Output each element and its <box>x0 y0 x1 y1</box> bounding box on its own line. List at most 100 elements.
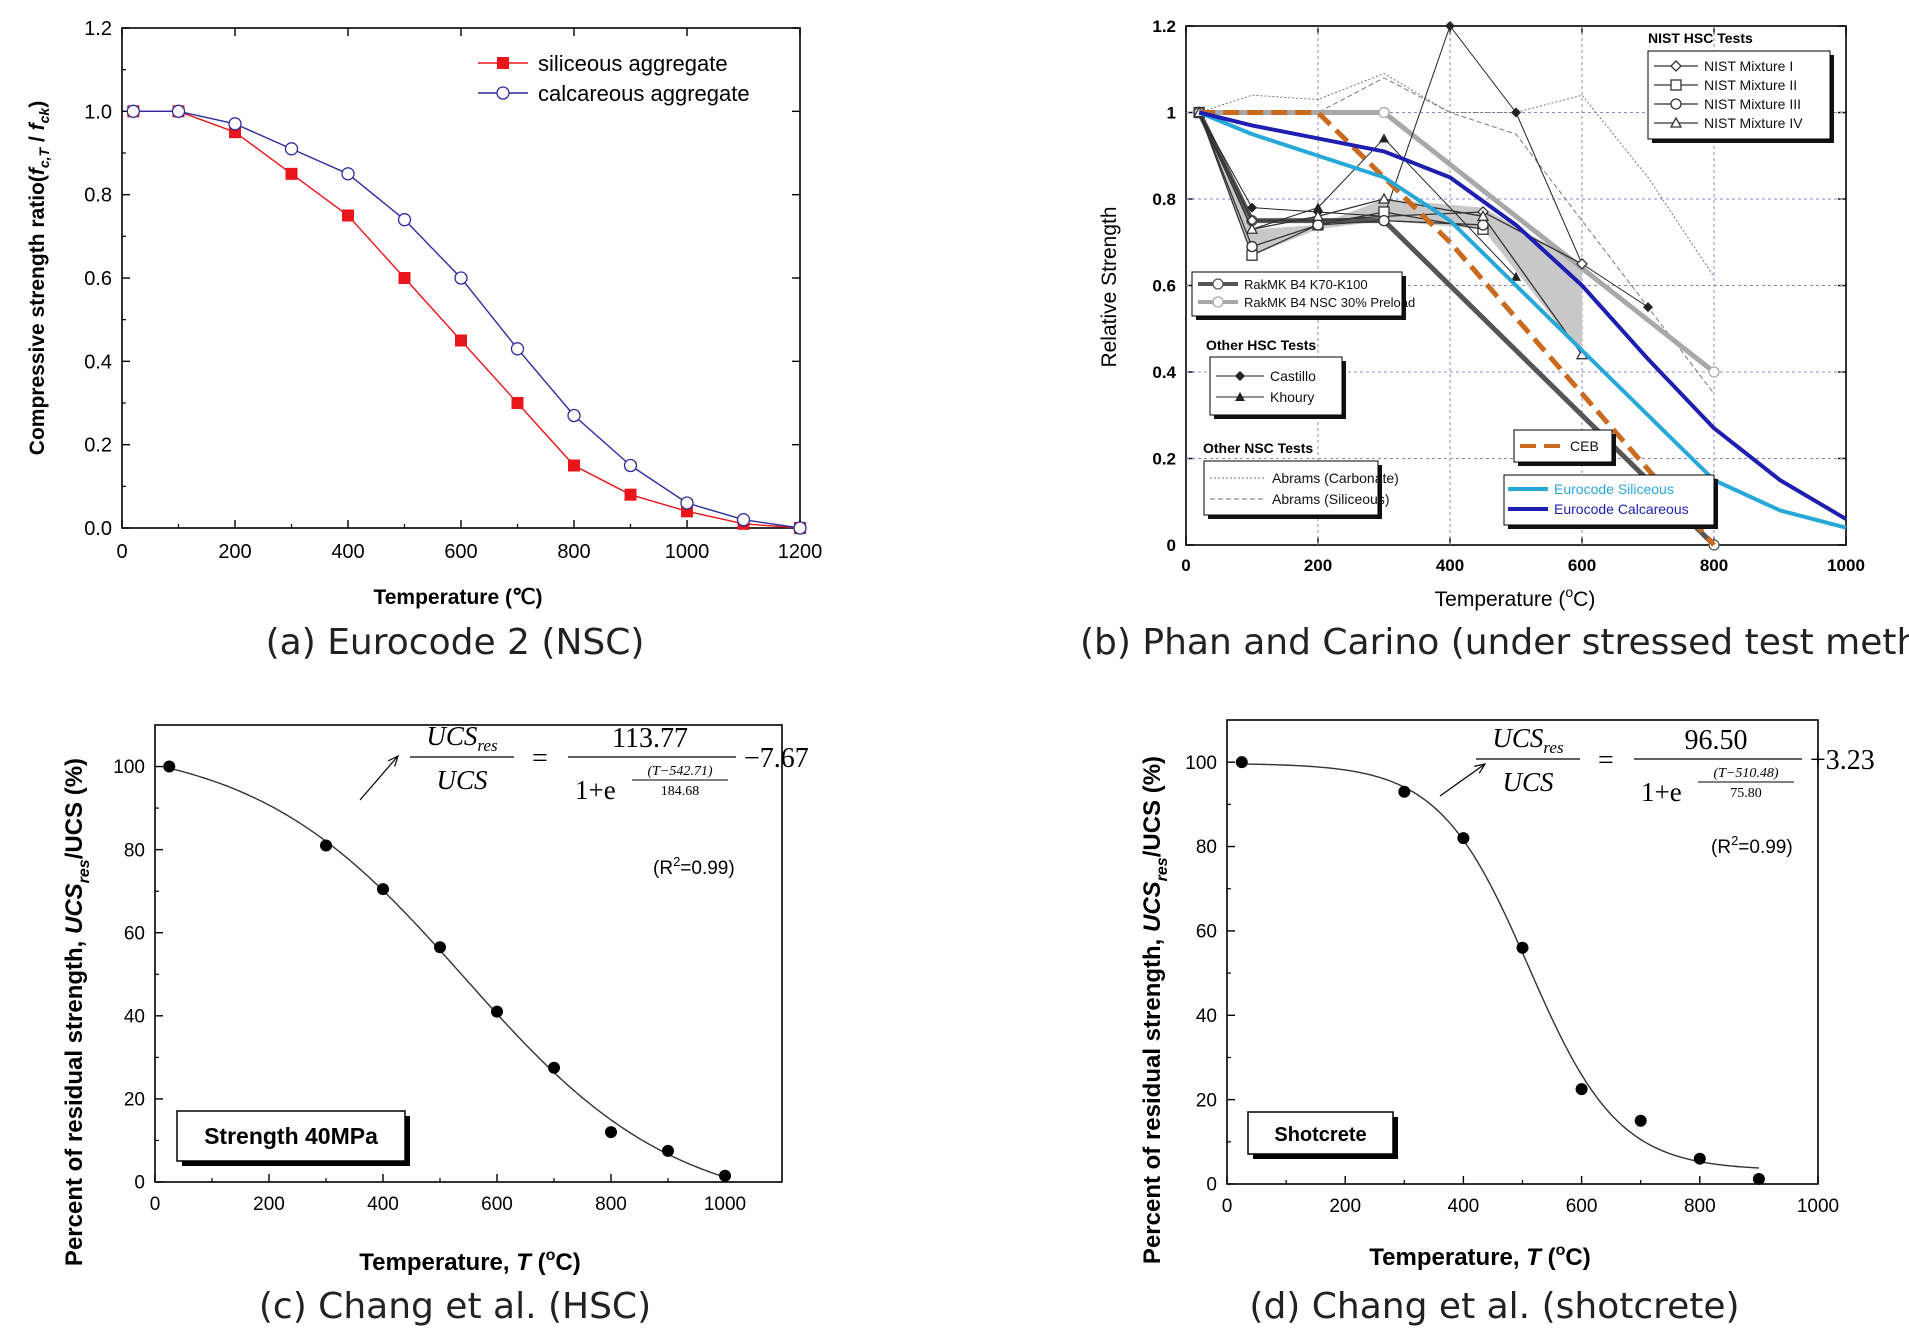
y-tick-label: 100 <box>1185 753 1217 774</box>
x-tick-label: 200 <box>1329 1196 1361 1217</box>
chart-b-xlabel: Temperature (oC) <box>1435 584 1596 611</box>
chart-d-equation: UCSres UCS = 96.501+e (T−510.48) 75.80 +3.23 (R… <box>1247 723 1875 1159</box>
chart-c-xlabel: Temperature, T (oC) <box>359 1247 580 1276</box>
y-tick-label: 0.4 <box>84 351 112 373</box>
data-point <box>1311 209 1325 221</box>
x-tick-label: 600 <box>1568 556 1596 575</box>
chart-b-ylabel: Relative Strength <box>1098 206 1121 367</box>
caption-d: (d) Chang et al. (shotcrete) <box>1249 1286 1740 1327</box>
eq-lhs-numerator: UCSres <box>426 721 498 755</box>
y-tick-label: 20 <box>124 1090 145 1111</box>
y-tick-label: 60 <box>1196 922 1217 943</box>
data-point <box>568 459 580 472</box>
chart-c: 0 200 400 600 800 1000 0 20 40 60 80 100 UCSres UCS =… <box>61 721 809 1276</box>
x-tick-label: 600 <box>444 541 477 563</box>
data-point <box>455 334 467 347</box>
chart-d-plot <box>1235 756 1765 1185</box>
data-point <box>284 142 299 156</box>
data-point <box>1312 219 1324 231</box>
eq-equals: = <box>532 743 548 774</box>
data-point <box>1511 107 1521 118</box>
data-point <box>491 1005 503 1018</box>
x-tick-label: 600 <box>481 1194 513 1215</box>
x-tick-label: 0 <box>1222 1196 1233 1217</box>
data-point <box>1247 202 1257 213</box>
y-tick-label: 0.4 <box>1152 363 1176 382</box>
data-point <box>1634 1114 1647 1127</box>
data-point <box>342 209 354 222</box>
x-tick-label: 0 <box>150 1194 161 1215</box>
eq-constant: −7.67 <box>744 743 809 774</box>
y-tick-label: 0.8 <box>1152 190 1176 209</box>
chart-d-axes: 0 200 400 600 800 1000 0 20 40 60 80 100 <box>1185 719 1839 1217</box>
y-tick-label: 0.2 <box>84 435 112 457</box>
legend-marker <box>1235 371 1245 381</box>
fit-curve <box>169 767 726 1178</box>
data-point <box>1511 271 1521 281</box>
data-point <box>680 496 694 510</box>
chart-c-equation: UCSres UCS = 113.77 1+e (T−542.71) 184.68 −7.67… <box>176 721 809 1166</box>
data-point <box>1378 106 1390 119</box>
series-line <box>1198 112 1583 356</box>
label-box <box>1247 1111 1394 1155</box>
data-point <box>511 397 524 409</box>
r-squared: (R2=0.99) <box>653 854 735 879</box>
r-squared: (R2=0.99) <box>1711 833 1793 858</box>
series-line <box>133 110 801 529</box>
data-point <box>434 941 446 954</box>
chart-b-legends: NIST HSC Tests NIST Mixture I NIST Mixture… <box>1191 30 1834 529</box>
data-point <box>454 271 468 285</box>
legend-label: RakMK B4 NSC 30% Preload <box>1244 295 1415 310</box>
x-tick-label: 200 <box>218 541 251 563</box>
x-tick-label: 400 <box>331 541 364 563</box>
chart-a-xlabel: Temperature (℃) <box>373 586 542 609</box>
series-line <box>1199 73 1715 278</box>
caption-b: (b) Phan and Carino (under stressed test… <box>1080 622 1909 663</box>
legend-title: Other HSC Tests <box>1206 337 1316 353</box>
y-tick-label: 0.6 <box>1152 276 1176 295</box>
legend-label: NIST Mixture III <box>1704 96 1801 112</box>
legend-marker <box>1669 116 1683 128</box>
y-tick-label: 1.0 <box>84 101 112 123</box>
data-point <box>1752 1172 1765 1185</box>
chart-a-axes: 0 200 400 600 800 1000 1200 0.0 0.2 0.4 0.6 0.8 1.0 1… <box>84 18 822 563</box>
legend-marker <box>1670 60 1682 72</box>
x-tick-label: 1000 <box>665 541 710 563</box>
y-tick-label: 80 <box>124 840 145 861</box>
data-point <box>1245 222 1259 234</box>
eq-lhs-numerator: UCSres <box>1492 723 1564 757</box>
legend-label: NIST Mixture IV <box>1704 115 1803 131</box>
y-tick-label: 100 <box>113 757 145 778</box>
data-point <box>1575 1083 1588 1096</box>
legend-marker <box>1670 98 1682 110</box>
label-box <box>176 1110 406 1162</box>
eq-denominator: 1+e <box>1641 777 1682 807</box>
x-tick-label: 800 <box>1684 1196 1716 1217</box>
y-tick-label: 0.8 <box>84 185 112 207</box>
x-tick-label: 400 <box>367 1194 399 1215</box>
series-line <box>133 110 801 529</box>
series-line <box>1198 25 1649 308</box>
data-point <box>719 1169 731 1182</box>
x-tick-label: 1000 <box>704 1194 746 1215</box>
label-box-text: Strength 40MPa <box>204 1123 378 1149</box>
data-point <box>548 1061 560 1074</box>
data-point <box>1445 21 1455 31</box>
legend-marker <box>1212 296 1224 308</box>
legend-label: Eurocode Siliceous <box>1554 481 1674 497</box>
legend-box-nsc <box>1203 460 1379 516</box>
legend-title: NIST HSC Tests <box>1648 30 1753 46</box>
data-point <box>1643 302 1653 313</box>
eq-numerator: 113.77 <box>612 723 688 754</box>
legend-marker <box>496 86 510 100</box>
y-tick-label: 40 <box>1196 1006 1217 1027</box>
chart-d: 0 200 400 600 800 1000 0 20 40 60 80 100 UCSres UCS =… <box>1139 719 1875 1271</box>
y-tick-label: 0 <box>1206 1175 1217 1196</box>
eq-pointer <box>1439 763 1486 797</box>
data-point <box>1693 1152 1706 1165</box>
x-tick-label: 400 <box>1436 556 1464 575</box>
y-tick-label: 0.2 <box>1152 449 1176 468</box>
y-tick-label: 0.6 <box>84 268 112 290</box>
series-line <box>1199 110 1716 547</box>
eq-pointer-head <box>1474 763 1487 774</box>
